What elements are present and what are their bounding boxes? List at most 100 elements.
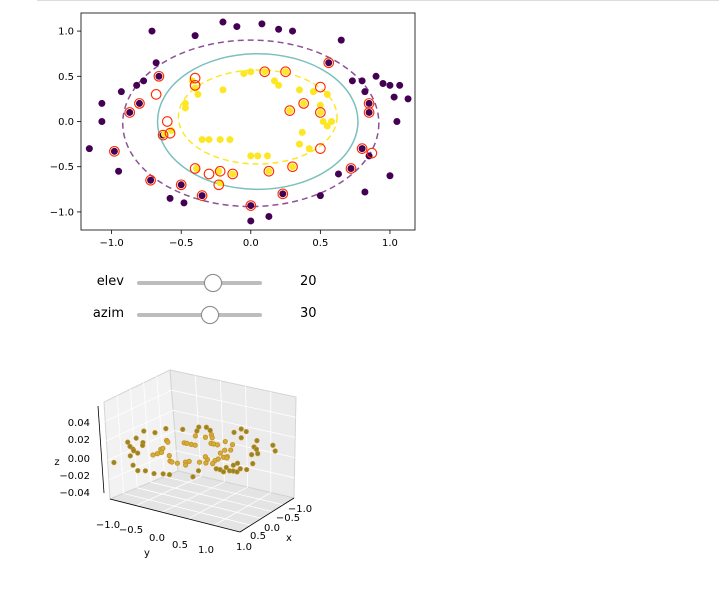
- y-tick-label: 1.0: [58, 27, 74, 38]
- point-outer: [98, 99, 106, 107]
- slider-elev-track[interactable]: [137, 274, 262, 292]
- grid-line: [106, 409, 296, 442]
- grid-line: [164, 476, 284, 506]
- support-vector-ring: [213, 179, 225, 191]
- point-3d: [152, 430, 158, 436]
- support-vector-ring: [315, 107, 326, 118]
- point-outer: [361, 88, 369, 96]
- support-vector-ring: [315, 81, 326, 93]
- y-tick-label: 1.0: [198, 545, 214, 556]
- point-3d: [244, 466, 250, 473]
- point-inner: [305, 145, 313, 153]
- point-inner: [194, 90, 202, 98]
- point-outer: [247, 217, 255, 225]
- support-vector-ring: [315, 143, 326, 154]
- point-outer: [85, 145, 93, 153]
- point-3d: [228, 447, 234, 453]
- support-vector-ring: [189, 72, 201, 84]
- point-outer: [177, 181, 185, 189]
- point-3d: [163, 426, 169, 432]
- support-vector-ring: [150, 89, 162, 100]
- slider-azim-track[interactable]: [137, 306, 262, 324]
- slider-elev-label: elev: [96, 274, 124, 289]
- point-3d: [238, 435, 244, 441]
- point-3d: [174, 460, 180, 466]
- point-inner: [219, 86, 227, 94]
- support-vector-ring: [345, 163, 357, 174]
- point-inner: [198, 136, 206, 144]
- point-3d: [186, 458, 192, 465]
- support-vector-ring: [161, 116, 173, 127]
- slider-azim[interactable]: azim 30: [0, 300, 719, 330]
- point-outer: [155, 72, 163, 80]
- grid-line: [116, 395, 124, 494]
- point-3d: [135, 450, 141, 456]
- point-outer: [358, 77, 366, 85]
- point-3d: [151, 470, 157, 477]
- point-outer: [247, 202, 255, 210]
- y-tick-label: 0.5: [172, 540, 188, 551]
- grid-line: [135, 476, 202, 506]
- point-outer: [258, 20, 266, 28]
- contour-boundary: [156, 52, 359, 191]
- y-tick-label: −1.0: [96, 520, 120, 531]
- support-vector-ring: [134, 98, 145, 109]
- point-inner: [316, 108, 324, 116]
- point-3d: [210, 461, 216, 467]
- point-outer: [191, 32, 199, 40]
- point-outer: [393, 118, 401, 125]
- x-tick-label: 0.0: [243, 238, 259, 249]
- point-3d: [135, 468, 141, 474]
- point-3d: [140, 442, 146, 449]
- x-tick-label: 1.0: [382, 238, 398, 249]
- grid-line: [150, 481, 273, 512]
- slider-azim-value: 30: [300, 306, 317, 321]
- slider-azim-label: azim: [92, 306, 124, 321]
- support-vector-ring: [203, 168, 215, 180]
- scatter-3d-chart[interactable]: 0.040.020.00−0.02−0.04z−1.0−0.50.00.5 1.0…: [0, 355, 330, 580]
- point-3d: [270, 442, 276, 448]
- point-inner: [261, 68, 269, 76]
- y-axis-label: y: [144, 548, 150, 559]
- slider-elev-handle[interactable]: [204, 274, 223, 292]
- point-3d: [183, 462, 189, 468]
- point-3d: [253, 446, 260, 452]
- point-3d: [222, 438, 228, 445]
- point-3d: [184, 440, 190, 447]
- z-tick-label: 0.04: [68, 418, 90, 429]
- point-3d: [255, 451, 261, 457]
- grid-line: [137, 487, 262, 519]
- x-tick-label: 1.0: [236, 542, 252, 553]
- slider-azim-handle[interactable]: [200, 306, 219, 324]
- support-vector-ring: [284, 105, 296, 116]
- plot-area: [81, 13, 415, 230]
- slider-elev[interactable]: elev 20: [0, 268, 719, 298]
- point-3d: [223, 464, 229, 471]
- point-3d: [141, 428, 147, 434]
- point-3d: [142, 468, 148, 474]
- support-vector-ring: [109, 145, 120, 157]
- point-outer: [390, 93, 398, 101]
- point-outer: [147, 176, 155, 184]
- point-inner: [316, 101, 324, 109]
- point-inner: [286, 107, 294, 115]
- point-3d: [207, 427, 213, 434]
- point-3d: [202, 434, 209, 440]
- x-tick-label: −1.0: [288, 504, 312, 515]
- point-inner: [309, 88, 317, 96]
- point-inner: [247, 152, 255, 160]
- point-outer: [98, 118, 106, 125]
- support-vector-ring: [245, 200, 257, 211]
- point-inner: [323, 122, 331, 130]
- scatter-2d-chart: −1.0 −0.5 0.0 0.5 1.0 1.0 0.5 0.0 −0.5 −1.0: [50, 12, 416, 249]
- point-outer: [115, 167, 123, 175]
- point-inner: [328, 118, 335, 125]
- point-inner: [216, 136, 224, 144]
- point-3d: [196, 459, 203, 465]
- support-vector-ring: [363, 98, 375, 109]
- point-outer: [365, 99, 373, 107]
- support-vector-ring: [263, 165, 275, 177]
- point-outer: [265, 212, 273, 220]
- support-vector-ring: [189, 79, 201, 91]
- point-3d: [237, 466, 243, 472]
